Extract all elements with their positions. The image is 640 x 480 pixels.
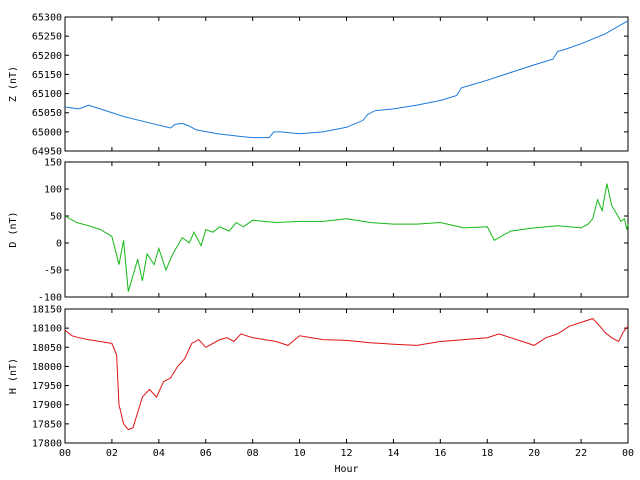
y-axis-title: Z (nT)	[8, 66, 19, 102]
series-line	[64, 183, 629, 292]
x-tick-label: 04	[153, 448, 165, 459]
y-tick-label: 0	[56, 239, 62, 250]
y-tick-label: 17900	[32, 400, 62, 411]
x-tick-label: 02	[106, 448, 118, 459]
plot-frame	[64, 16, 629, 152]
y-tick-label: 18000	[32, 362, 62, 373]
series-line	[64, 318, 629, 431]
plot-frame	[64, 161, 629, 298]
y-tick-label: 64950	[32, 147, 62, 158]
y-tick-label: 18150	[32, 305, 62, 316]
y-tick-label: -50	[44, 266, 62, 277]
y-tick-label: 100	[44, 185, 62, 196]
d-panel: 150 100 50 0 -50 -100 D (nT)	[8, 158, 629, 304]
x-tick-label: 22	[575, 448, 587, 459]
z-panel: 65300 65250 65200 65150 65100 65050 65000 64950…	[8, 13, 629, 158]
y-tick-label: 65200	[32, 51, 62, 62]
x-axis-title: Hour	[334, 464, 358, 475]
y-tick-label: 65050	[32, 108, 62, 119]
y-tick-label: 65250	[32, 32, 62, 43]
x-tick-label: 14	[387, 448, 399, 459]
y-tick-label: 65300	[32, 13, 62, 24]
y-tick-label: 50	[50, 212, 62, 223]
x-tick-label: 00	[622, 448, 634, 459]
y-tick-label: 18050	[32, 343, 62, 354]
y-tick-label: 17800	[32, 439, 62, 450]
y-tick-label: -100	[38, 293, 62, 304]
x-tick-label: 10	[294, 448, 306, 459]
y-tick-label: 65000	[32, 127, 62, 138]
series-line	[64, 20, 629, 139]
x-tick-label: 18	[481, 448, 493, 459]
x-tick-label: 08	[247, 448, 259, 459]
x-tick-label: 12	[340, 448, 352, 459]
y-tick-label: 17850	[32, 419, 62, 430]
x-tick-label: 16	[434, 448, 446, 459]
y-tick-label: 18100	[32, 324, 62, 335]
x-tick-label: 00	[59, 448, 71, 459]
y-axis-title: D (nT)	[8, 211, 19, 247]
x-tick-label: 06	[200, 448, 212, 459]
x-tick-label: 20	[528, 448, 540, 459]
y-tick-label: 65100	[32, 89, 62, 100]
y-tick-label: 17950	[32, 381, 62, 392]
y-axis-title: H (nT)	[8, 358, 19, 394]
y-tick-label: 150	[44, 158, 62, 169]
h-panel: 18150 18100 18050 18000 17950 17900 17850 17800…	[8, 305, 634, 476]
plot-frame	[64, 308, 629, 444]
y-tick-label: 65150	[32, 70, 62, 81]
